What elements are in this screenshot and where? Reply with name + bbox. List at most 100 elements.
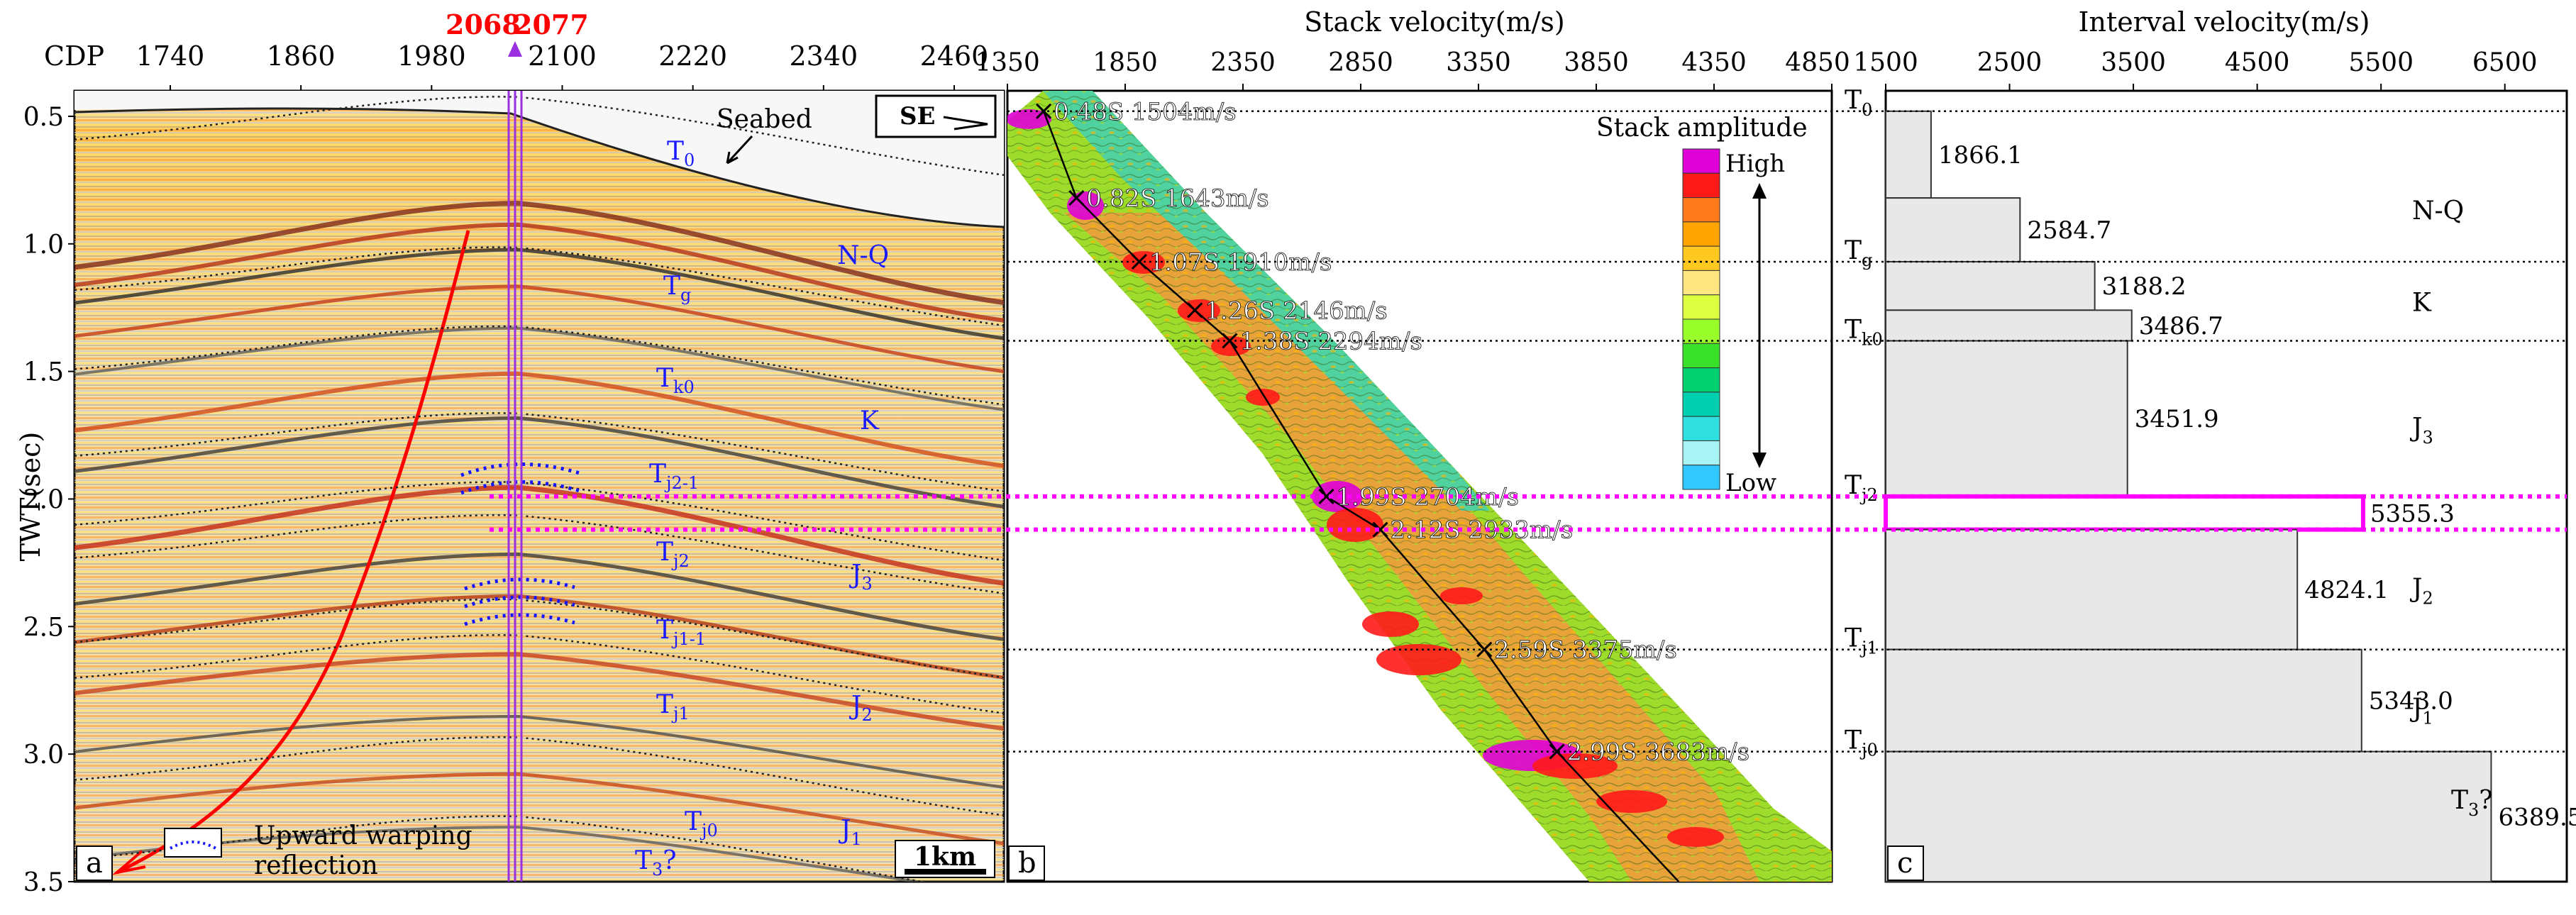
water-column — [74, 91, 1004, 227]
twt-tick-label: 2.5 — [23, 613, 64, 642]
highlight-cdp-right: 2077 — [514, 9, 589, 40]
interval-velocity-tick-label: 2500 — [1977, 48, 2042, 77]
unit-label: J1 — [838, 816, 862, 849]
panel-b-letter: b — [1018, 847, 1037, 880]
velocity-spectrum-texture — [1007, 91, 1832, 882]
colorbar-cell — [1682, 367, 1720, 393]
interval-velocity-value: 3486.7 — [2139, 312, 2223, 340]
upward-warping-reflections — [460, 462, 582, 626]
unit-label: J2 — [848, 692, 873, 725]
unit-label: K — [860, 406, 880, 436]
amplitude-colorbar: Stack amplitude High Low — [1595, 112, 1829, 497]
horizon-label-c: Tj2 — [1845, 471, 1878, 505]
velocity-tick-label: 1850 — [1093, 48, 1158, 77]
velocity-tick-label: 1350 — [975, 48, 1040, 77]
panel-b: 0.48S 1504m/s0.82S 1643m/s1.07S 1910m/s1… — [975, 6, 1850, 883]
panel-a-letter: a — [86, 847, 103, 880]
velocity-tick-label: 4850 — [1785, 48, 1850, 77]
velocity-pick-marker — [1036, 103, 1052, 119]
colorbar-cell — [1682, 416, 1720, 441]
velocity-tick-label: 4350 — [1681, 48, 1747, 77]
horizon-label: Tj2 — [656, 538, 690, 571]
strata-label-c: J1 — [2409, 694, 2433, 728]
twt-tick-label: 2.0 — [23, 485, 64, 514]
horizon-label-c: Tg — [1845, 236, 1872, 270]
scale-bar: 1km — [895, 840, 995, 878]
unit-label: N-Q — [837, 241, 889, 270]
strata-label-c: K — [2412, 289, 2432, 318]
velocity-tick-label: 2350 — [1210, 48, 1276, 77]
velocity-pick-label: 1.99S 2704m/s — [1337, 483, 1519, 511]
interval-velocity-value: 3451.9 — [2135, 405, 2219, 433]
colorbar-cell — [1682, 294, 1720, 320]
panel-b-letter-box: b — [1008, 845, 1045, 881]
horizon-label-c: Tk0 — [1845, 315, 1883, 349]
cdp-tick-label: 2340 — [789, 40, 858, 72]
colorbar-cell — [1682, 148, 1720, 174]
velocity-pick-marker — [1068, 190, 1085, 206]
cdp-tick-label: 1740 — [136, 40, 205, 72]
twt-tick-label: 1.0 — [23, 231, 64, 260]
cdp-axis-label: CDP — [44, 40, 104, 72]
panel-b-velocity-axis: 1350 1850 2350 2850 3350 3850 4350 4850 — [975, 48, 1850, 91]
horizon-label-c: Tj1 — [1845, 624, 1878, 658]
panel-a-letter-box: a — [76, 845, 113, 881]
interval-velocity-tick-label: 4500 — [2225, 48, 2290, 77]
twt-axis-label: TWT(sec) — [15, 432, 46, 562]
colorbar-cell — [1682, 343, 1720, 369]
fault-line — [116, 230, 470, 875]
panel-b-title: Stack velocity(m/s) — [1304, 6, 1565, 38]
panel-c: 1866.1 2584.7 3188.2 3486.7 3451.9 5355.3 4824… — [1845, 6, 2576, 883]
interval-velocity-bar — [1884, 494, 2365, 532]
horizon-label: Tg — [663, 272, 691, 305]
horizon-label: Tj1 — [656, 690, 690, 723]
strata-label-c: T3? — [2451, 786, 2493, 820]
twt-tick-label: 3.5 — [23, 868, 64, 897]
seabed-line — [74, 107, 1004, 228]
interval-velocity-value: 5343.0 — [2369, 687, 2453, 716]
cdp-highlight-lines — [507, 91, 523, 882]
cdp-tick-label: 1980 — [397, 40, 466, 72]
velocity-pick-label: 1.26S 2146m/s — [1205, 296, 1387, 325]
panel-c-letter-box: c — [1887, 845, 1924, 881]
picked-velocity-curve — [1042, 111, 1680, 882]
legend-line-1: Upward warping — [254, 821, 472, 850]
highlight-cdp-left: 2068 — [446, 9, 521, 40]
twt-tick-label: 1.5 — [23, 358, 64, 387]
interval-velocity-bar — [1885, 528, 2299, 650]
direction-label: SE — [900, 102, 935, 131]
panel-c-strata-labels: N-Q K J3 J2 J1 T3? — [2409, 196, 2493, 820]
velocity-pick-marker — [1372, 521, 1388, 538]
panel-c-letter: c — [1897, 847, 1913, 880]
velocity-pick-marker — [1187, 302, 1203, 318]
interval-velocity-value: 3188.2 — [2102, 272, 2187, 301]
horizon-label: Tj1-1 — [656, 616, 706, 649]
scale-bar-label: 1km — [914, 842, 976, 872]
colorbar-cell — [1682, 172, 1720, 199]
unit-label: J3 — [848, 560, 873, 594]
horizon-label-c: Tj0 — [1845, 726, 1878, 760]
strata-label-c: J2 — [2409, 574, 2433, 608]
twt-tick-label: 0.5 — [23, 103, 64, 132]
strata-label-c: N-Q — [2412, 196, 2464, 226]
interval-velocity-bar — [1885, 309, 2133, 342]
cdp-arrow-head — [508, 41, 522, 57]
seabed-pointer — [726, 135, 753, 165]
direction-indicator: SE — [875, 94, 997, 138]
velocity-tick-label: 3850 — [1564, 48, 1629, 77]
colorbar-cell — [1682, 197, 1720, 223]
horizon-label-c: T0 — [1845, 86, 1872, 120]
panel-c-horizon-labels: T0 Tg Tk0 Tj2 Tj1 Tj0 — [1845, 86, 1883, 760]
velocity-pick-label: 2.12S 2933m/s — [1391, 516, 1573, 545]
interval-velocity-tick-label: 3500 — [2101, 48, 2166, 77]
colorbar-cell — [1682, 440, 1720, 466]
panel-a-legend: Upward warping reflection — [164, 821, 472, 880]
panel-a-seismic-section — [73, 41, 1005, 883]
cdp-tick-label: 1860 — [267, 40, 336, 72]
interval-velocity-bar — [1885, 197, 2021, 262]
colorbar-cell — [1682, 270, 1720, 296]
colorbar-cell — [1682, 245, 1720, 271]
interval-velocity-bars: 1866.1 2584.7 3188.2 3486.7 3451.9 5355.3 4824… — [1884, 110, 2576, 883]
